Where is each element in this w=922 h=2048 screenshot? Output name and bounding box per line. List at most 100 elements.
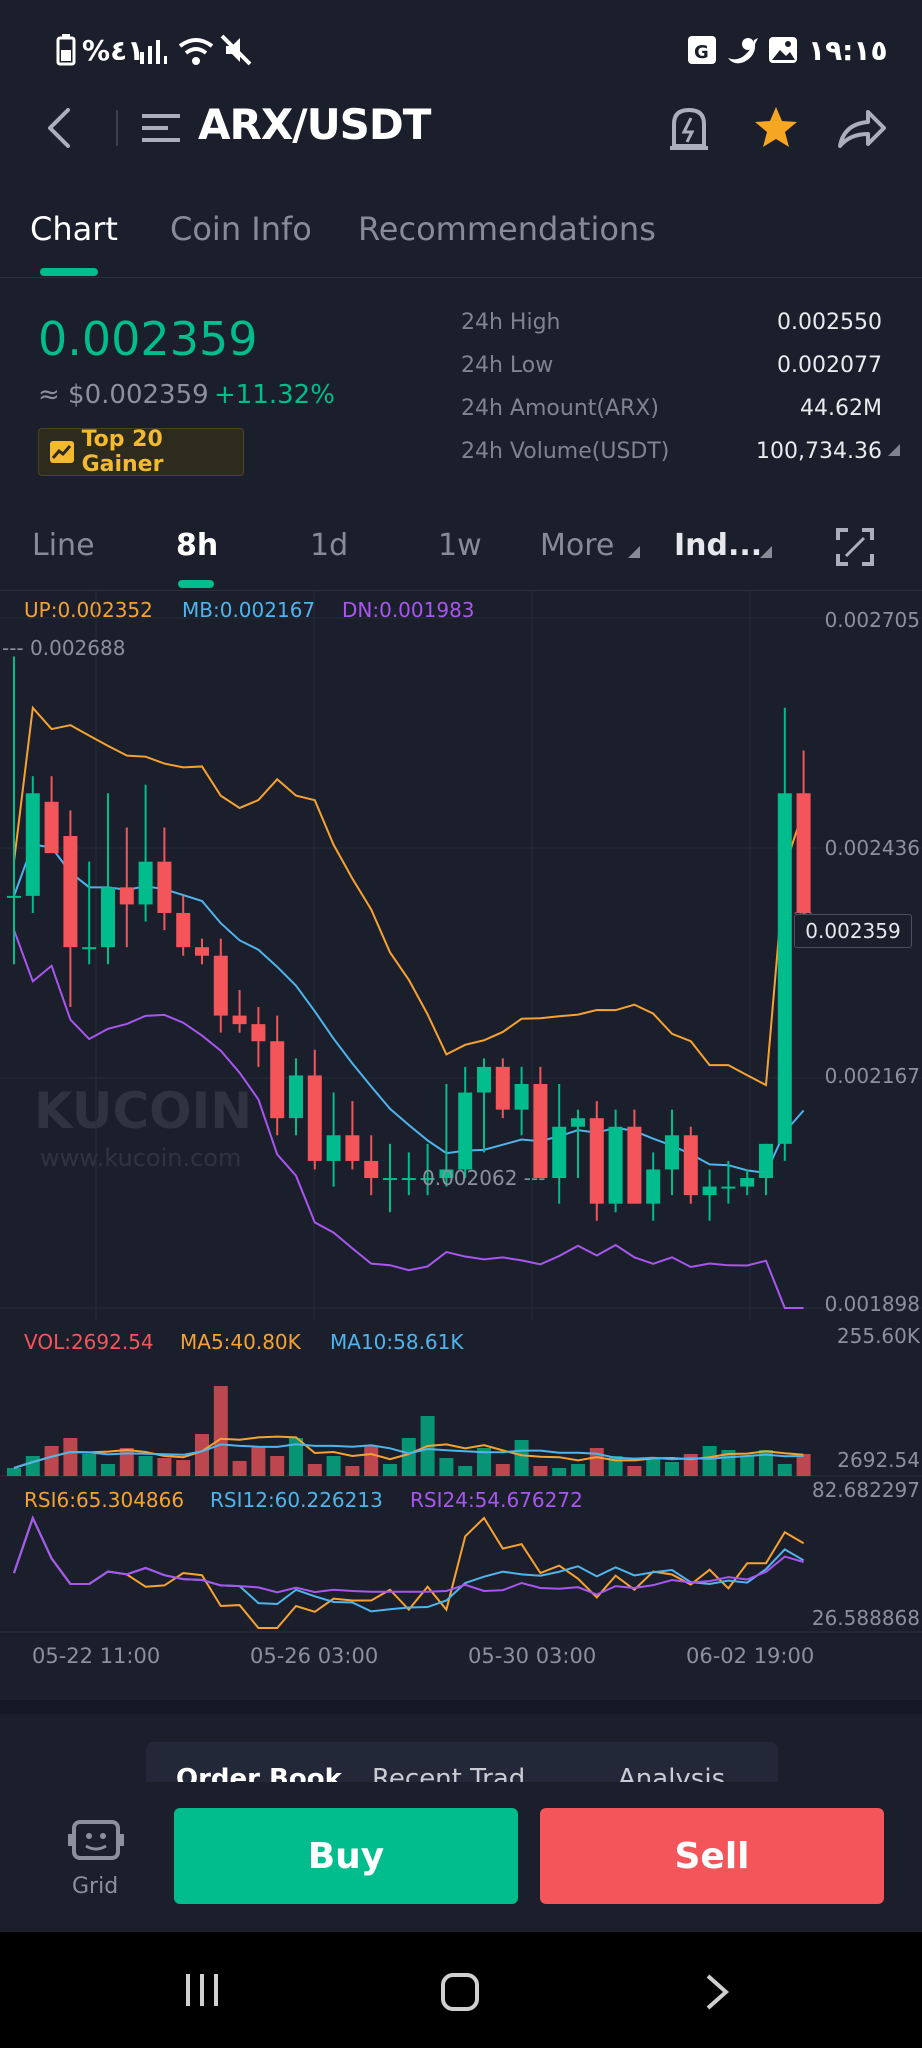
volume-bar	[627, 1466, 642, 1476]
legend-rsi6: RSI6:65.304866	[24, 1488, 185, 1512]
chart-top-border	[0, 590, 922, 591]
volume-chart[interactable]	[0, 1320, 922, 1480]
twitter-icon	[728, 38, 758, 64]
rsi6-line	[13, 1515, 805, 1629]
price-alert-icon[interactable]	[666, 104, 712, 154]
pair-title[interactable]: ARX/USDT	[198, 100, 431, 149]
favorite-star-icon[interactable]	[752, 104, 800, 152]
interval-line[interactable]: Line	[32, 528, 95, 563]
y-tick-label: 0.001898	[824, 1292, 920, 1316]
volume-bar	[759, 1450, 773, 1476]
signal-icon	[140, 40, 167, 64]
candle-body	[383, 1178, 397, 1181]
candle-body	[439, 1169, 454, 1179]
interval-more[interactable]: More	[540, 528, 615, 563]
volume-bar	[571, 1464, 585, 1476]
tab-chart[interactable]: Chart	[30, 210, 118, 248]
watermark-url: www.kucoin.com	[40, 1144, 242, 1172]
volume-bar	[251, 1446, 266, 1476]
rsi-tick-label: 26.588868	[811, 1606, 920, 1630]
menu-list-icon[interactable]	[142, 110, 182, 146]
candle-body	[7, 895, 21, 898]
stat-value: 0.002077	[777, 353, 882, 378]
vol-tick-label: 2692.54	[837, 1448, 920, 1472]
candle-body	[364, 1160, 379, 1179]
volume-bar	[195, 1434, 209, 1476]
buy-button[interactable]: Buy	[174, 1808, 518, 1904]
fiat-price: ≈ $0.002359	[38, 380, 209, 410]
grid-label[interactable]: Grid	[72, 1874, 119, 1899]
volume-bar	[589, 1448, 604, 1476]
translate-icon: G	[688, 36, 716, 64]
candle-body	[157, 861, 172, 913]
back-icon[interactable]	[44, 106, 74, 150]
candle-body	[552, 1126, 567, 1179]
expand-triangle-icon[interactable]	[886, 442, 900, 456]
rsi24-line	[13, 1515, 804, 1596]
volume-bar	[289, 1438, 303, 1476]
candle-body	[82, 947, 97, 950]
low-marker-value: 0.002062	[422, 1166, 518, 1190]
candle-body	[796, 793, 811, 913]
indicator-menu[interactable]: Ind...	[674, 528, 763, 563]
tab-recommendations[interactable]: Recommendations	[358, 210, 656, 248]
volume-bar	[270, 1456, 285, 1476]
watermark-brand: KUCOIN	[34, 1082, 253, 1140]
forward-nav-icon[interactable]	[704, 1972, 732, 2012]
tab-coin-info[interactable]: Coin Info	[170, 210, 312, 248]
volume-bar	[477, 1448, 491, 1476]
volume-bar	[702, 1446, 717, 1476]
legend-rsi12: RSI12:60.226213	[210, 1488, 383, 1512]
fullscreen-icon[interactable]	[836, 528, 874, 566]
candlestick-chart[interactable]	[0, 590, 922, 1320]
status-time: ١٩:١٥	[808, 34, 888, 67]
rsi-chart[interactable]	[0, 1478, 922, 1638]
interval-1d[interactable]: 1d	[310, 528, 349, 563]
tab-order-book[interactable]: Order Book	[176, 1764, 342, 1782]
grid-bot-icon[interactable]	[68, 1818, 124, 1864]
candle-body	[44, 801, 59, 854]
battery-icon	[56, 34, 76, 66]
candle-body	[25, 793, 40, 896]
volume-bar	[364, 1446, 379, 1476]
current-price-tag: 0.002359	[794, 914, 912, 948]
volume-bar	[44, 1446, 59, 1476]
tab-active-indicator	[40, 268, 98, 276]
share-icon[interactable]	[836, 104, 888, 152]
high-marker: --- 0.002688	[2, 636, 126, 660]
battery-percent: %٤١	[82, 34, 145, 67]
candle-body	[251, 1024, 266, 1042]
volume-bar	[796, 1454, 811, 1476]
recent-apps-icon[interactable]	[184, 1972, 222, 2008]
volume-bar	[495, 1464, 510, 1476]
volume-bar	[740, 1456, 755, 1476]
candle-body	[740, 1178, 755, 1187]
volume-bar	[25, 1456, 40, 1476]
stat-value: 100,734.36	[756, 439, 882, 464]
stat-label: 24h Low	[461, 353, 554, 378]
interval-1w[interactable]: 1w	[438, 528, 482, 563]
tab-analysis[interactable]: Analysis	[618, 1764, 726, 1782]
tab-recent-trades[interactable]: Recent Trad	[372, 1764, 526, 1782]
legend-ma10: MA10:58.61K	[330, 1330, 464, 1354]
interval-8h[interactable]: 8h	[176, 528, 219, 563]
home-icon[interactable]	[440, 1972, 480, 2012]
volume-bar	[345, 1466, 360, 1476]
sell-button[interactable]: Sell	[540, 1808, 884, 1904]
status-bar: %٤١ G ١٩:١٥	[0, 0, 922, 100]
price-change: +11.32%	[214, 380, 335, 410]
candle-body	[665, 1135, 679, 1170]
divider	[116, 110, 118, 146]
x-date-label: 05-26 03:00	[250, 1644, 379, 1668]
vol-tick-label: 255.60K	[836, 1324, 920, 1348]
volume-bar	[326, 1456, 341, 1476]
candle-body	[213, 955, 228, 1016]
candle-body	[495, 1066, 510, 1110]
volume-bar	[307, 1464, 322, 1476]
bottom-tab-bar: Order Book Recent Trad Analysis	[146, 1742, 778, 1782]
volume-bar	[213, 1386, 228, 1476]
candle-body	[608, 1126, 623, 1204]
top-gainer-badge[interactable]: Top 20 Gainer	[38, 427, 244, 477]
candle-body	[176, 912, 191, 948]
candle-body	[683, 1135, 698, 1196]
